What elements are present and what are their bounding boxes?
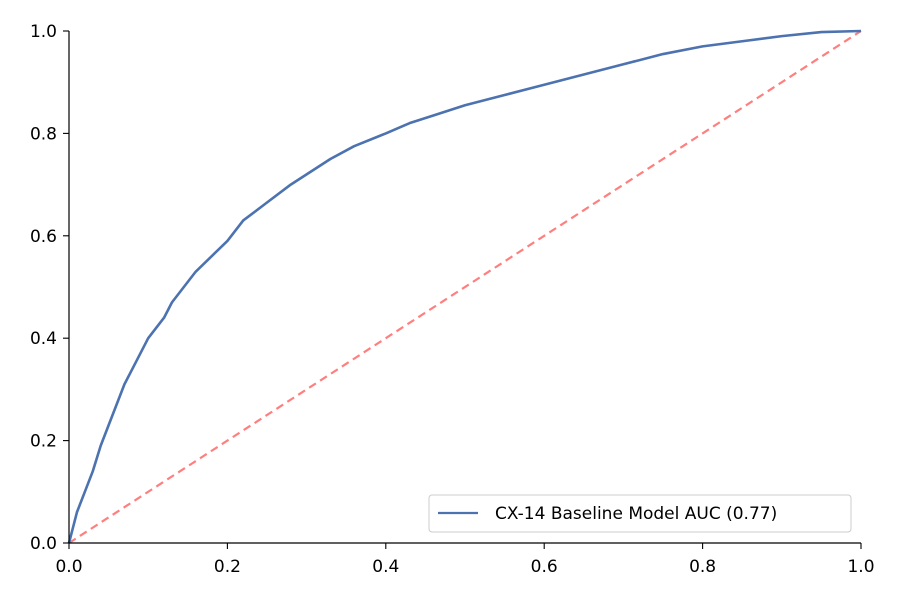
legend-box — [428, 494, 852, 533]
x-tick-label: 0.4 — [372, 557, 399, 577]
x-axis-ticks: 0.0 0.2 0.4 0.6 0.8 1.0 — [55, 543, 875, 577]
legend: CX-14 Baseline Model AUC (0.77) — [428, 494, 852, 533]
y-tick-label: 0.2 — [30, 432, 57, 452]
y-tick-label: 1.0 — [30, 22, 57, 42]
y-tick-label: 0.6 — [30, 227, 57, 247]
plot-area — [67, 29, 862, 544]
x-tick-label: 1.0 — [847, 557, 874, 577]
y-axis-ticks: 0.0 0.2 0.4 0.6 0.8 1.0 — [30, 22, 69, 554]
x-tick-label: 0.6 — [531, 557, 558, 577]
chance-diagonal-line — [68, 30, 862, 544]
y-tick-label: 0.4 — [30, 329, 57, 349]
x-tick-label: 0.2 — [214, 557, 241, 577]
y-tick-label: 0.0 — [30, 534, 57, 554]
x-tick-label: 0.0 — [55, 557, 82, 577]
y-tick-label: 0.8 — [30, 124, 57, 144]
roc-curve-line — [67, 29, 862, 544]
legend-label: CX-14 Baseline Model AUC (0.77) — [495, 504, 777, 524]
x-tick-label: 0.8 — [689, 557, 716, 577]
